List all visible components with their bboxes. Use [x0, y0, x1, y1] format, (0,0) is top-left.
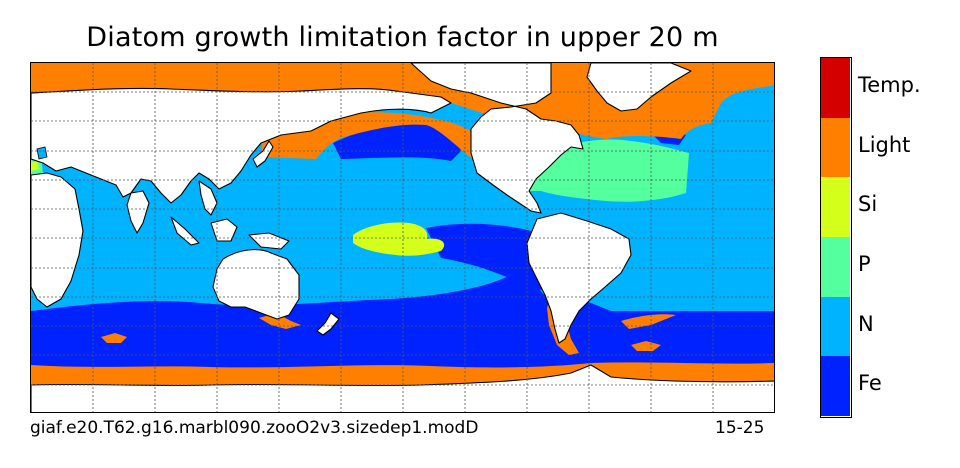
north-america-landmass: [410, 63, 584, 214]
light-limited-weddell-sea: [621, 314, 676, 329]
africa-landmass: [31, 172, 84, 308]
new-zealand-landmass: [316, 312, 340, 336]
si-limited-south-pacific: [353, 222, 445, 256]
year-range-caption: 15-25: [715, 418, 765, 438]
run-name-caption: giaf.e20.T62.g16.marbl090.zooO2v3.sizede…: [30, 418, 479, 438]
legend-swatch-temp: [821, 58, 850, 118]
light-limited-new-zealand-shelf: [259, 313, 301, 329]
si-limited-mediterranean: [31, 161, 39, 171]
legend-label-p: P: [858, 251, 871, 276]
india-landmass: [126, 190, 150, 234]
legend-label-light: Light: [858, 132, 911, 157]
legend-swatch-p: [821, 237, 850, 297]
graticule: [31, 63, 774, 412]
legend-label-fe: Fe: [858, 371, 882, 396]
legend-swatch-n: [821, 296, 850, 357]
caspian-sea: [36, 146, 48, 160]
south-america-landmass: [526, 212, 632, 344]
legend-swatch-light: [821, 117, 850, 178]
colorbar-legend: [820, 57, 852, 418]
australia-landmass: [212, 249, 300, 320]
legend-label-n: N: [858, 311, 874, 336]
map-panel: [30, 62, 775, 413]
map-canvas: [31, 63, 774, 412]
light-limited-southern-islands: [101, 333, 127, 343]
greenland-landmass: [586, 63, 692, 112]
southeast-asia-landmass: [198, 180, 218, 216]
legend-swatch-si: [821, 177, 850, 237]
legend-label-temp: Temp.: [858, 72, 921, 97]
map-title: Diatom growth limitation factor in upper…: [86, 22, 719, 53]
legend-label-si: Si: [858, 192, 878, 217]
light-limited-kerguelen: [631, 341, 661, 351]
legend-swatch-fe: [821, 356, 850, 416]
eurasia-landmass: [31, 87, 452, 204]
